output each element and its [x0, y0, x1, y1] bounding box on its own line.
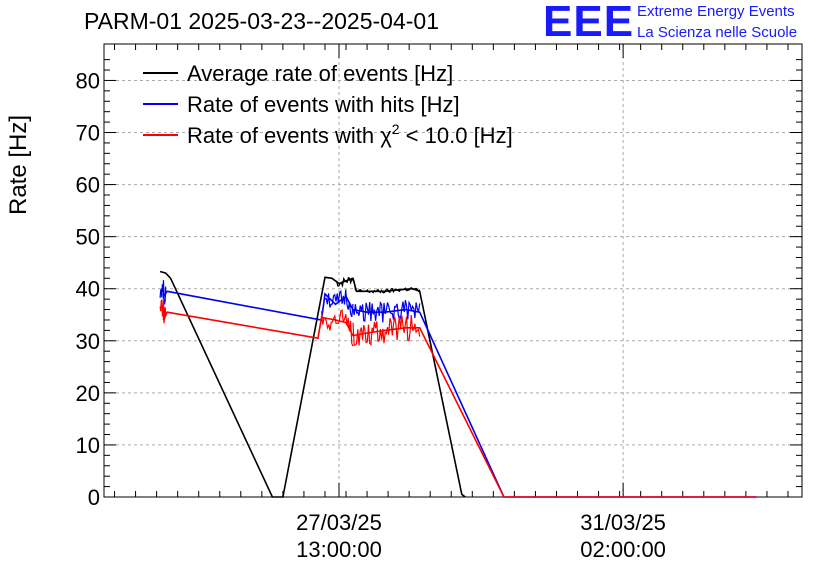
y-tick-label: 70 [76, 121, 100, 146]
y-tick-label: 80 [76, 68, 100, 93]
chart-title: PARM-01 2025-03-23--2025-04-01 [84, 8, 439, 34]
y-tick-label: 10 [76, 433, 100, 458]
eee-logo: EEE [543, 0, 635, 46]
series-noise-0 [335, 276, 357, 292]
y-tick-label: 30 [76, 329, 100, 354]
legend-label: Rate of events with hits [Hz] [187, 92, 460, 117]
logo-caption-line2: La Scienza nelle Scuole [637, 24, 798, 41]
plot-frame [103, 43, 803, 498]
legend-label: Average rate of events [Hz] [187, 61, 453, 86]
series-noise-2 [352, 315, 421, 346]
series-noise-1 [324, 289, 354, 318]
series-noise-2 [159, 298, 167, 324]
y-tick-label: 50 [76, 225, 100, 250]
series-noise-1 [352, 299, 421, 323]
legend-label: Rate of events with χ2 < 10.0 [Hz] [187, 121, 513, 148]
y-tick-label: 20 [76, 381, 100, 406]
x-tick-label-time: 13:00:00 [296, 537, 382, 562]
series-noise-2 [320, 309, 354, 347]
series-noise-0 [356, 286, 421, 294]
series-noise-1 [159, 280, 167, 305]
x-tick-label-time: 02:00:00 [580, 537, 666, 562]
y-tick-label: 0 [88, 485, 100, 510]
x-tick-label-date: 27/03/25 [296, 510, 382, 535]
logo-caption-line1: Extreme Energy Events [637, 3, 795, 20]
y-tick-label: 40 [76, 277, 100, 302]
x-tick-label-date: 31/03/25 [580, 510, 666, 535]
y-tick-label: 60 [76, 173, 100, 198]
